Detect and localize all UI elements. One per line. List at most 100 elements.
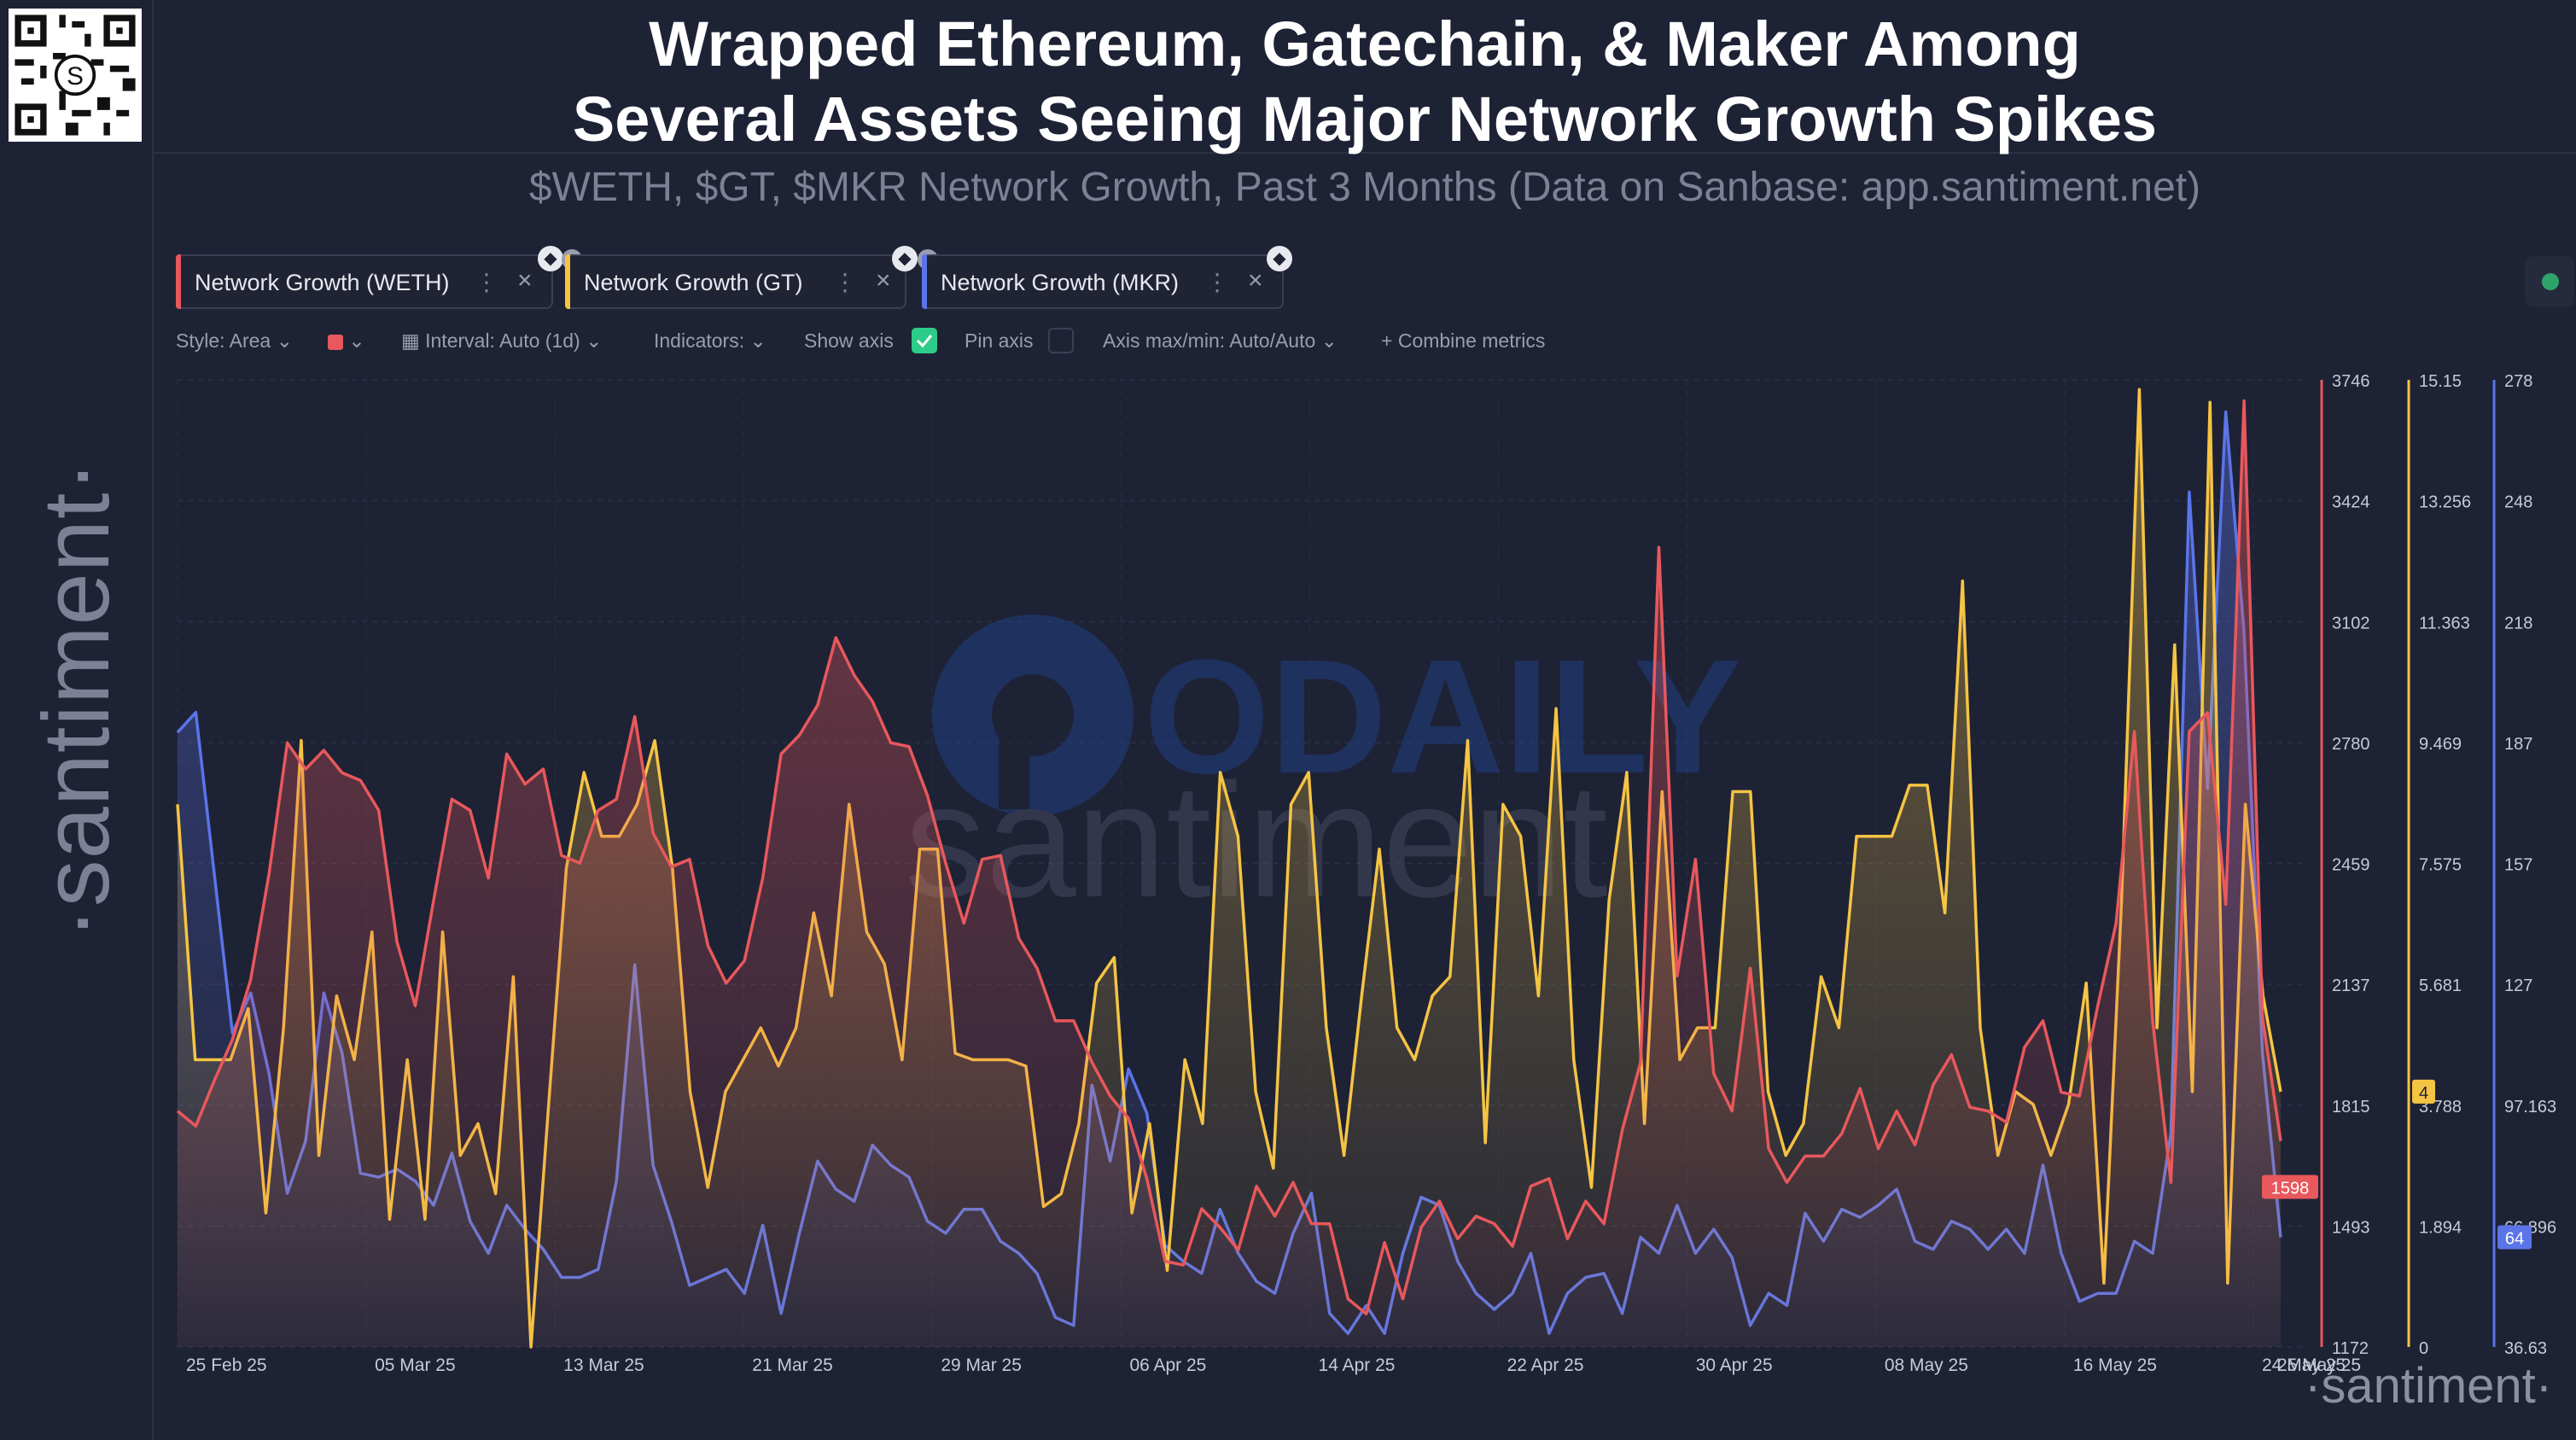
y-axis-tick-label: 5.681 [2419, 977, 2462, 995]
color-swatch-icon [328, 334, 343, 350]
ethereum-icon: ◆ [1267, 246, 1292, 271]
style-selector[interactable]: Style: Area ⌄ [176, 329, 293, 353]
title-line-2: Several Assets Seeing Major Network Grow… [572, 84, 2158, 154]
combine-metrics-button[interactable]: + Combine metrics [1381, 329, 1545, 353]
more-options-icon[interactable]: ⋮ [833, 269, 857, 295]
more-options-icon[interactable]: ⋮ [1205, 269, 1229, 295]
axis-maxmin-label: Axis max/min: Auto/Auto [1103, 329, 1316, 352]
y-axis-tick-label: 127 [2504, 977, 2532, 995]
calendar-icon: ▦ [401, 329, 426, 352]
indicators-selector[interactable]: Indicators: ⌄ [654, 329, 766, 353]
show-axis-label: Show axis [804, 329, 894, 352]
close-icon[interactable]: × [876, 266, 891, 294]
metric-tab-gt[interactable]: Network Growth (GT) ⋮ × [565, 254, 906, 309]
y-axis-tick-label: 36.63 [2504, 1339, 2547, 1358]
tab-color-stripe [922, 254, 927, 309]
qr-code-icon: S [9, 9, 142, 142]
last-value-label: 4 [2419, 1084, 2428, 1103]
combine-metrics-label: Combine metrics [1397, 329, 1546, 352]
y-axis-tick-label: 9.469 [2419, 735, 2462, 754]
title-line-1: Wrapped Ethereum, Gatechain, & Maker Amo… [649, 9, 2081, 79]
pin-axis-checkbox[interactable] [1048, 328, 1074, 353]
chevron-down-icon: ⌄ [1320, 329, 1338, 352]
y-axis-tick-label: 1.894 [2419, 1218, 2462, 1237]
chevron-down-icon: ⌄ [749, 329, 766, 352]
x-axis-tick-label: 30 Apr 25 [1696, 1355, 1773, 1375]
x-axis-tick-label: 22 Apr 25 [1507, 1355, 1584, 1375]
y-axis-tick-label: 2780 [2332, 735, 2370, 754]
watermark-subtext: santiment [905, 750, 1608, 931]
ethereum-icon: ◆ [538, 246, 563, 271]
y-axis-tick-label: 3424 [2332, 493, 2370, 512]
watermark-text: ODAILY [1144, 627, 1741, 807]
y-axis-tick-label: 97.163 [2504, 1098, 2556, 1116]
y-axis-tick-label: 15.15 [2419, 372, 2462, 391]
status-dot-icon [2542, 273, 2559, 290]
plus-icon: + [1381, 329, 1398, 352]
more-options-icon[interactable]: ⋮ [475, 269, 498, 295]
x-axis-tick-label: 08 May 25 [1885, 1355, 1968, 1375]
y-axis-tick-label: 3102 [2332, 614, 2370, 633]
x-axis-tick-label: 14 Apr 25 [1319, 1355, 1396, 1375]
y-axis-tick-label: 11.363 [2419, 614, 2470, 633]
chevron-down-icon: ⌄ [276, 329, 293, 352]
chevron-down-icon: ⌄ [586, 329, 603, 352]
tab-color-stripe [565, 254, 570, 309]
metric-tab-label: Network Growth (MKR) [941, 270, 1180, 295]
series-line-weth [176, 399, 2282, 1316]
y-axis-tick-label: 0 [2419, 1339, 2428, 1358]
x-axis-tick-label: 25 Feb 25 [186, 1355, 267, 1375]
x-axis-tick-label: 24 May 25 [2262, 1355, 2346, 1375]
sidebar-divider [152, 0, 154, 1440]
last-value-label: 64 [2505, 1230, 2524, 1249]
color-picker[interactable]: ⌄ [328, 329, 365, 353]
y-axis-tick-label: 1815 [2332, 1098, 2370, 1116]
metric-tab-mkr[interactable]: Network Growth (MKR) ⋮ × [922, 254, 1284, 309]
interval-label: Interval: Auto (1d) [425, 329, 580, 352]
pin-axis-label: Pin axis [965, 329, 1034, 352]
tab-color-stripe [176, 254, 181, 309]
svg-text:S: S [67, 62, 84, 90]
indicators-label: Indicators: [654, 329, 745, 352]
page-title: Wrapped Ethereum, Gatechain, & Maker Amo… [154, 7, 2576, 157]
last-value-label: 1598 [2271, 1179, 2310, 1198]
last-value-badge [2412, 1079, 2435, 1104]
y-axis-tick-label: 1172 [2332, 1339, 2369, 1358]
y-axis-tick-label: 1493 [2332, 1218, 2370, 1237]
series-area-weth [178, 400, 2281, 1348]
chart-series-areas [176, 388, 2282, 1349]
last-value-badge [2497, 1225, 2532, 1250]
show-axis-checkbox[interactable] [912, 328, 937, 353]
x-axis-tick-label: 29 Mar 25 [941, 1355, 1022, 1375]
y-axis-tick-label: 2137 [2332, 977, 2370, 995]
y-axis-tick-label: 218 [2504, 614, 2532, 633]
x-axis-tick-label: 13 Mar 25 [563, 1355, 644, 1375]
axis-maxmin-selector[interactable]: Axis max/min: Auto/Auto ⌄ [1103, 329, 1338, 353]
ethereum-icon: ◆ [892, 246, 918, 271]
x-axis-labels: 25 Feb 25 05 Mar 25 13 Mar 25 21 Mar 25 29 M… [186, 1355, 2361, 1375]
x-axis-tick-label: 06 Apr 25 [1129, 1355, 1206, 1375]
status-indicator[interactable] [2525, 256, 2574, 307]
checkmark-icon [916, 335, 933, 348]
x-axis-tick-label: 25 May 25 [2277, 1355, 2361, 1375]
y-axis-tick-label: 157 [2504, 856, 2532, 875]
close-icon[interactable]: × [517, 266, 533, 294]
metric-tab-weth[interactable]: Network Growth (WETH) ⋮ × [176, 254, 553, 309]
odaily-watermark: ODAILY santiment [905, 615, 1741, 931]
header-divider [152, 152, 2576, 154]
qr-code-graphic: S [9, 9, 142, 142]
style-label: Style: Area [176, 329, 271, 352]
page-subtitle: $WETH, $GT, $MKR Network Growth, Past 3 … [528, 165, 2201, 210]
metric-tab-label: Network Growth (GT) [584, 270, 803, 295]
footer-brand-logo: ·santiment· [2305, 1358, 2553, 1414]
y-axis-tick-label: 7.575 [2419, 856, 2462, 875]
last-value-badge [2262, 1175, 2318, 1199]
close-icon[interactable]: × [1248, 266, 1263, 294]
x-axis-tick-label: 05 Mar 25 [375, 1355, 456, 1375]
x-axis-tick-label: 21 Mar 25 [752, 1355, 833, 1375]
y-axis-tick-label: 3746 [2332, 372, 2370, 391]
y-axis-tick-label: 13.256 [2419, 493, 2471, 512]
interval-selector[interactable]: ▦ Interval: Auto (1d) ⌄ [401, 329, 602, 353]
chart-axes: 3746342431022780245921371815149311721598… [2262, 372, 2556, 1358]
